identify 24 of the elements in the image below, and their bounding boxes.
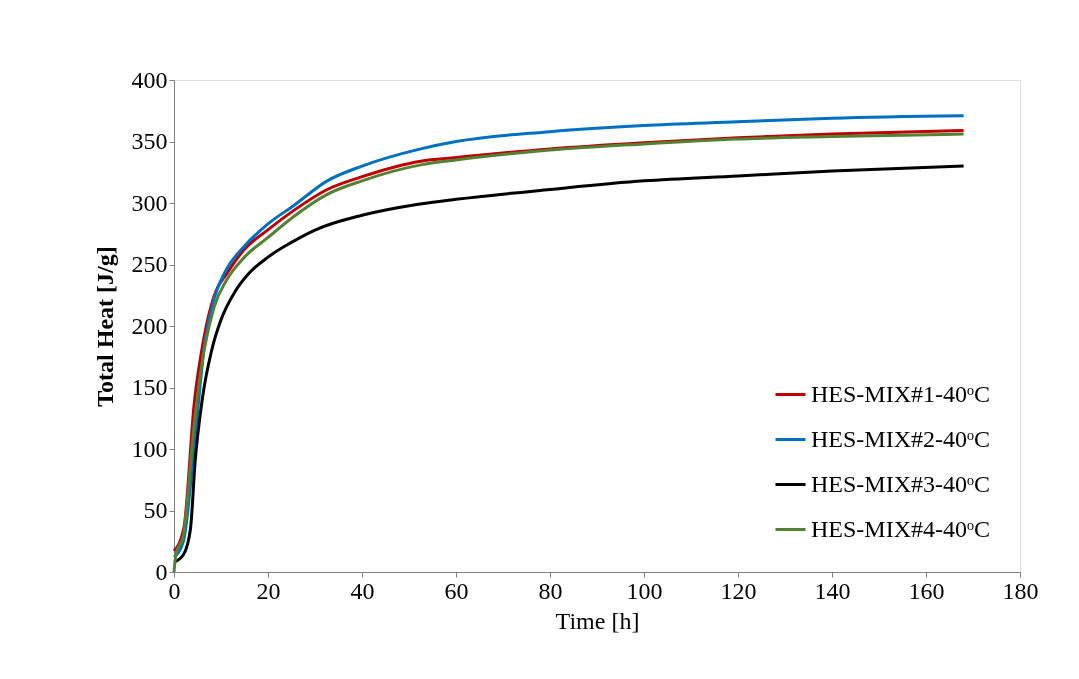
y-tick-label: 200 [131, 312, 168, 339]
y-tick-label: 150 [131, 374, 168, 400]
y-tick-label: 400 [131, 66, 168, 93]
legend-label: HES-MIX#3-40ᵒC [811, 470, 990, 497]
y-tick-label: 100 [131, 435, 168, 462]
x-tick-label: 40 [350, 577, 375, 604]
x-tick-label: 60 [444, 577, 469, 604]
x-axis-title: Time [h] [555, 607, 640, 634]
y-tick-label: 350 [131, 128, 168, 154]
x-tick-label: 20 [256, 577, 281, 604]
x-tick-label: 100 [626, 577, 663, 604]
x-tick-label: 160 [908, 577, 945, 604]
y-tick-label: 300 [131, 189, 168, 216]
x-tick-label: 180 [1002, 577, 1039, 604]
x-tick-label: 80 [538, 577, 563, 604]
legend-label: HES-MIX#1-40ᵒC [811, 380, 990, 407]
y-tick-label: 250 [131, 251, 168, 277]
x-tick-label: 140 [814, 577, 851, 604]
legend-label: HES-MIX#4-40ᵒC [811, 515, 990, 542]
y-tick-label: 0 [155, 558, 168, 585]
y-axis-title: Total Heat [J/g] [91, 246, 118, 407]
y-tick-label: 50 [143, 497, 168, 523]
legend-label: HES-MIX#2-40ᵒC [811, 425, 990, 452]
x-tick-label: 120 [720, 577, 757, 604]
